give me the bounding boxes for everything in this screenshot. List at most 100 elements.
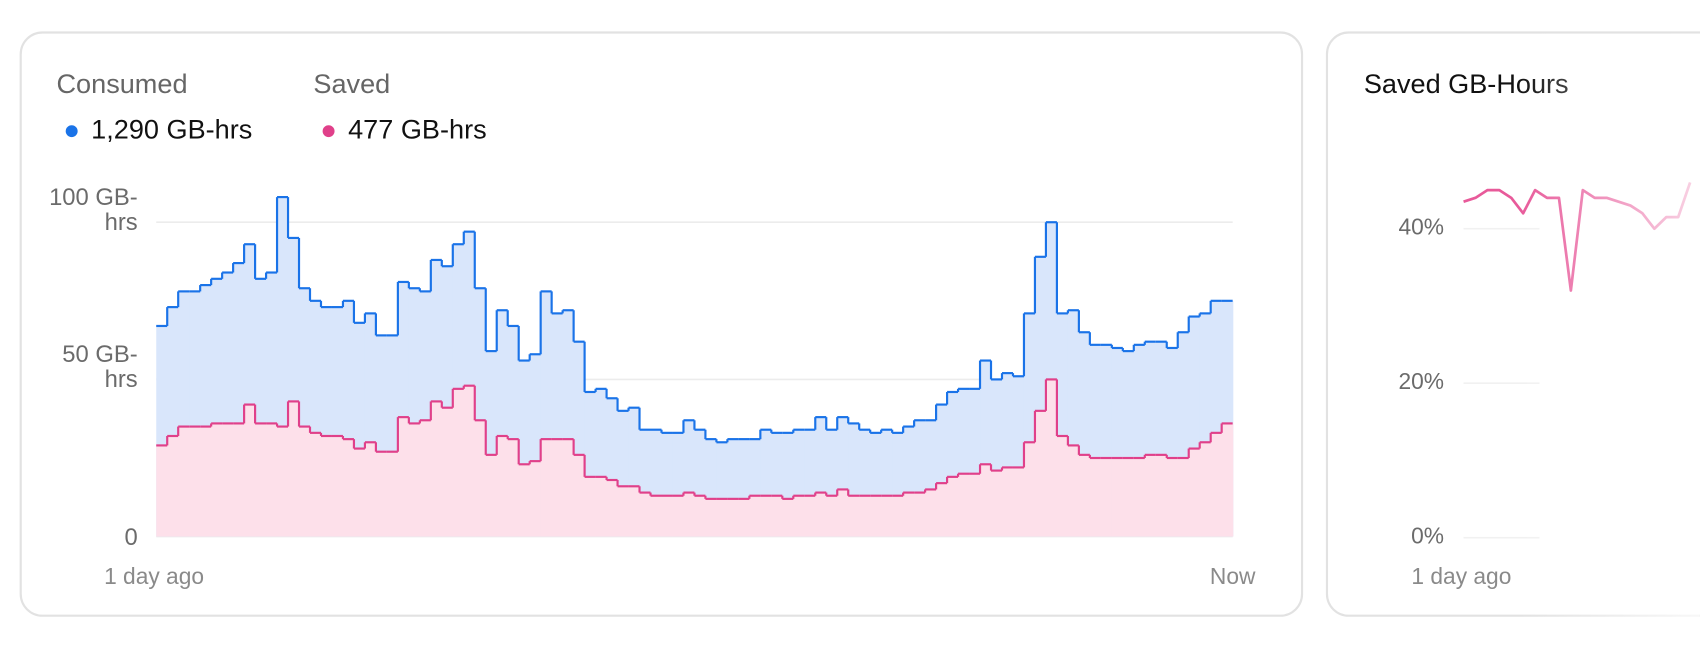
area-step — [496, 435, 509, 537]
area-step — [408, 288, 421, 537]
area-step — [815, 417, 827, 537]
area-step — [1155, 454, 1168, 537]
area-step — [925, 420, 937, 537]
area-step — [1023, 442, 1036, 537]
area-step — [540, 291, 553, 537]
area-step — [749, 495, 761, 537]
area-step — [463, 231, 476, 537]
area-step — [386, 335, 399, 537]
area-step — [1078, 454, 1091, 537]
area-step — [595, 388, 608, 537]
area-step — [793, 495, 805, 537]
area-step — [837, 417, 849, 537]
area-step — [804, 495, 816, 537]
area-step — [463, 385, 476, 537]
area-step — [1111, 347, 1124, 537]
area-step — [617, 410, 630, 537]
area-step — [947, 476, 959, 537]
area-step — [353, 448, 366, 537]
area-step — [617, 486, 630, 537]
area-step — [980, 360, 992, 537]
area-step — [244, 244, 256, 537]
area-step — [573, 341, 586, 537]
area-step — [1155, 341, 1168, 537]
x-tick-label: Now — [1210, 563, 1256, 589]
area-step — [540, 439, 553, 537]
area-step — [189, 426, 201, 537]
area-step — [1023, 313, 1036, 537]
area-step — [342, 439, 355, 537]
area-step — [584, 391, 597, 537]
area-step — [562, 310, 575, 537]
area-step — [430, 259, 443, 537]
area-step — [233, 423, 245, 537]
area-step — [277, 197, 289, 537]
area-step — [991, 470, 1003, 537]
area-step — [716, 498, 729, 537]
area-step — [760, 429, 772, 537]
area-step — [859, 495, 871, 537]
y-tick-label: 40% — [1398, 214, 1444, 240]
area-step — [200, 285, 212, 537]
legend-total: 1,290 GB-hrs — [91, 113, 252, 144]
area-step — [353, 322, 366, 537]
area-step — [705, 439, 718, 537]
area-step — [1166, 457, 1179, 537]
area-step — [1122, 457, 1135, 537]
area-step — [1199, 442, 1212, 537]
area-step — [233, 263, 245, 537]
legend-dot — [322, 125, 335, 138]
area-step — [969, 388, 981, 537]
area-step — [364, 313, 377, 537]
area-step — [1177, 332, 1190, 537]
area-step — [474, 420, 487, 537]
area-step — [837, 489, 849, 537]
legend-dot — [65, 125, 78, 138]
area-step — [672, 432, 685, 537]
area-step — [277, 426, 289, 537]
area-step — [694, 495, 707, 537]
area-step — [980, 464, 992, 537]
area-step — [958, 473, 970, 537]
area-step — [408, 423, 421, 537]
area-step — [716, 442, 729, 537]
area-step — [727, 439, 740, 537]
area-step — [529, 461, 542, 537]
area-step — [551, 313, 564, 537]
area-step — [1221, 300, 1234, 537]
area-step — [320, 435, 333, 537]
area-step — [573, 454, 586, 537]
area-step — [705, 498, 718, 537]
area-step — [870, 495, 882, 537]
area-step — [244, 404, 256, 537]
area-step — [1133, 457, 1146, 537]
area-step — [749, 439, 761, 537]
area-step — [826, 495, 838, 537]
area-step — [903, 426, 915, 537]
y-tick-label: 0 — [124, 523, 138, 551]
area-step — [551, 439, 564, 537]
area-step — [826, 429, 838, 537]
area-step — [958, 388, 970, 537]
area-step — [167, 307, 179, 537]
area-step — [485, 351, 498, 537]
area-step — [222, 272, 234, 537]
area-step — [266, 272, 278, 537]
area-step — [1012, 467, 1025, 537]
area-step — [1144, 341, 1157, 537]
area-step — [903, 492, 915, 537]
area-step — [782, 432, 794, 537]
area-step — [606, 480, 619, 537]
area-step — [1100, 344, 1113, 537]
area-step — [892, 432, 904, 537]
area-step — [639, 429, 652, 537]
area-step — [1122, 351, 1135, 537]
area-step — [1188, 448, 1201, 537]
area-step — [914, 420, 926, 537]
area-step — [1133, 344, 1146, 537]
area-step — [1111, 457, 1124, 537]
area-step — [419, 291, 432, 537]
y-tick-label: 0% — [1411, 523, 1444, 549]
area-step — [419, 420, 432, 537]
